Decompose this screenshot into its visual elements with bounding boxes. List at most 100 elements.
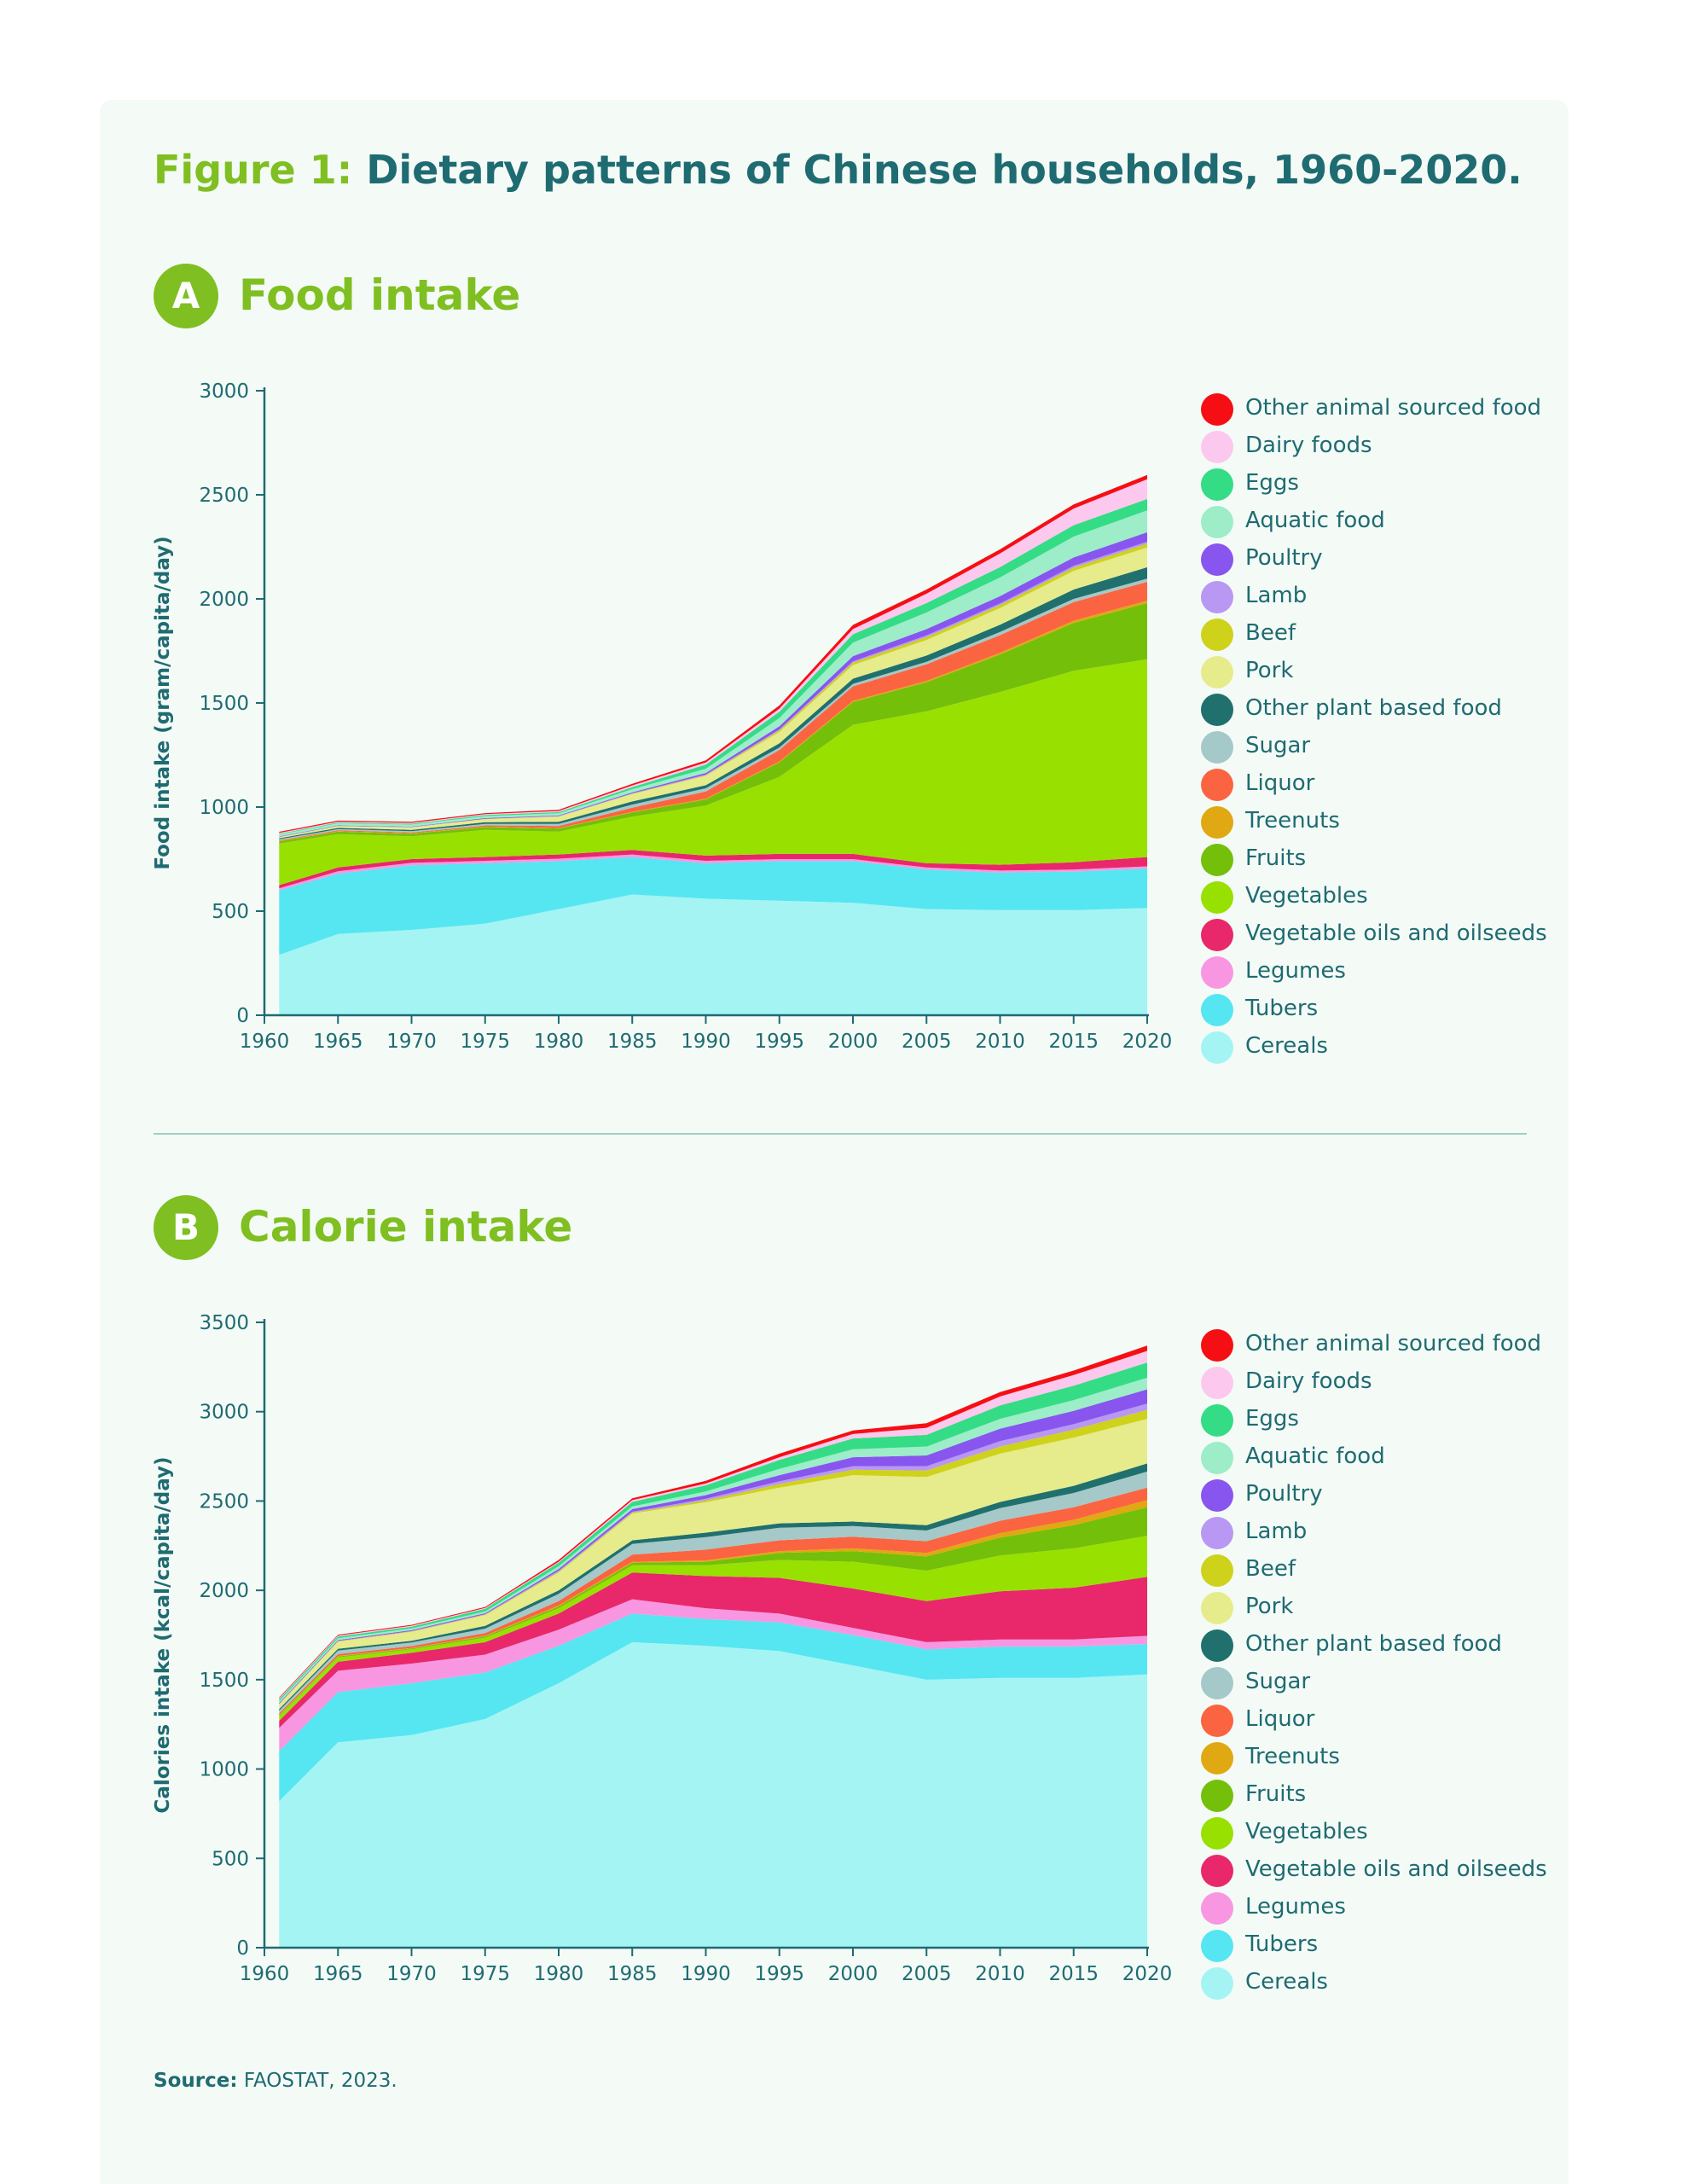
legend-swatch — [1201, 543, 1233, 576]
legend-swatch — [1201, 1442, 1233, 1474]
legend-label: Pork — [1245, 658, 1294, 683]
legend-label: Dairy foods — [1245, 433, 1372, 458]
food-x-tick-label: 1980 — [534, 1031, 584, 1053]
food-chart: 0 500 1000 1500 2000 2500 3000 1960 1965 1970 1975… — [152, 380, 1172, 1053]
food-x-tick-label: 1960 — [240, 1031, 290, 1053]
legend-swatch — [1201, 1554, 1233, 1587]
legend-swatch — [1201, 694, 1233, 726]
food-y-tick-label: 0 — [236, 1005, 249, 1027]
calorie-x-tick-label: 2005 — [902, 1963, 952, 1985]
calorie-area-eggs — [279, 1362, 1147, 1701]
calorie-area-cereals — [279, 1641, 1147, 1948]
legend-swatch — [1201, 1780, 1233, 1812]
calorie-area-liquor — [279, 1487, 1147, 1716]
legend-swatch — [1201, 619, 1233, 651]
legend-label: Legumes — [1245, 1894, 1346, 1920]
calorie-area-dairy-foods — [279, 1350, 1147, 1699]
legend-swatch — [1201, 393, 1233, 426]
figure-title-text: Dietary patterns of Chinese households, … — [366, 147, 1522, 193]
food-x-tick-label: 1970 — [386, 1031, 437, 1053]
food-x-tick-label: 2010 — [975, 1031, 1025, 1053]
legend-label: Aquatic food — [1245, 1443, 1385, 1469]
legend-label: Liquor — [1245, 1706, 1315, 1732]
legend-swatch — [1201, 656, 1233, 688]
figure-title: Figure 1: Dietary patterns of Chinese ho… — [154, 147, 1522, 193]
food-area-vegetable-oils-and-oilseeds — [279, 850, 1147, 889]
legend-swatch — [1201, 731, 1233, 764]
legend-label: Pork — [1245, 1594, 1294, 1619]
legend-swatch — [1201, 1629, 1233, 1662]
food-area-cereals — [279, 894, 1147, 1015]
food-area-tubers — [279, 857, 1147, 956]
legend-label: Lamb — [1245, 583, 1308, 608]
food-y-tick-label: 3000 — [199, 380, 249, 403]
legend-label: Vegetable oils and oilseeds — [1245, 921, 1547, 946]
calorie-x-tick-label: 2000 — [828, 1963, 879, 1985]
section-divider — [154, 1133, 1527, 1135]
food-area-vegetables — [279, 659, 1147, 886]
legend-swatch — [1201, 1742, 1233, 1774]
calorie-x-tick-label: 1985 — [607, 1963, 658, 1985]
legend-label: Other plant based food — [1245, 1631, 1502, 1657]
legend-label: Sugar — [1245, 733, 1311, 758]
figure-prefix: Figure 1: — [154, 147, 353, 193]
legend-swatch — [1201, 844, 1233, 876]
legend-swatch — [1201, 468, 1233, 501]
legend-swatch — [1201, 431, 1233, 463]
legend-label: Tubers — [1245, 996, 1319, 1021]
legend-label: Beef — [1245, 620, 1296, 646]
legend-swatch — [1201, 806, 1233, 839]
legend-swatch — [1201, 1404, 1233, 1437]
legend-label: Vegetable oils and oilseeds — [1245, 1856, 1547, 1882]
food-x-tick-label: 1985 — [607, 1031, 658, 1053]
food-y-tick-label: 500 — [212, 901, 249, 923]
legend-swatch — [1201, 956, 1233, 989]
legend-label: Vegetables — [1245, 883, 1368, 909]
legend-label: Fruits — [1245, 845, 1307, 871]
legend-label: Cereals — [1245, 1969, 1328, 1995]
legend-label: Vegetables — [1245, 1819, 1368, 1844]
legend-swatch — [1201, 1329, 1233, 1362]
food-x-tick-label: 1975 — [460, 1031, 510, 1053]
food-y-axis-label: Food intake (gram/capita/day) — [152, 536, 174, 869]
calorie-y-tick-label: 500 — [212, 1848, 249, 1870]
calorie-y-tick-label: 3000 — [199, 1402, 249, 1424]
section-a-badge: A — [154, 264, 218, 328]
calorie-y-tick-label: 2000 — [199, 1580, 249, 1602]
legend-label: Sugar — [1245, 1669, 1311, 1694]
legend-label: Beef — [1245, 1556, 1296, 1582]
source-text: FAOSTAT, 2023. — [243, 2070, 397, 2092]
food-x-tick-label: 2005 — [902, 1031, 952, 1053]
legend-swatch — [1201, 1479, 1233, 1512]
calorie-area-poultry — [279, 1389, 1147, 1705]
calorie-x-tick-label: 1975 — [460, 1963, 510, 1985]
calorie-area-other-plant-based-food — [279, 1463, 1147, 1711]
legend-swatch — [1201, 506, 1233, 538]
section-a-title: Food intake — [239, 270, 521, 320]
source-note: Source: FAOSTAT, 2023. — [154, 2070, 397, 2092]
food-y-tick-label: 2500 — [199, 485, 249, 507]
legend-label: Legumes — [1245, 958, 1346, 984]
legend-label: Poultry — [1245, 1481, 1323, 1507]
legend-label: Other animal sourced food — [1245, 1331, 1542, 1356]
legend-swatch — [1201, 1892, 1233, 1925]
food-x-tick-label: 2015 — [1048, 1031, 1099, 1053]
calorie-x-tick-label: 1965 — [313, 1963, 363, 1985]
food-area-pork — [279, 547, 1147, 839]
section-b-badge: B — [154, 1195, 218, 1260]
source-label: Source: — [154, 2070, 238, 2092]
calorie-y-tick-label: 3500 — [199, 1312, 249, 1334]
legend-swatch — [1201, 1367, 1233, 1399]
calorie-area-fruits — [279, 1507, 1147, 1716]
legend-label: Dairy foods — [1245, 1368, 1372, 1394]
legend-swatch — [1201, 1705, 1233, 1737]
calorie-y-tick-label: 1000 — [199, 1759, 249, 1781]
calorie-area-legumes — [279, 1599, 1147, 1751]
calorie-area-pork — [279, 1419, 1147, 1710]
legend-swatch — [1201, 919, 1233, 951]
food-y-tick-label: 2000 — [199, 589, 249, 611]
calorie-x-tick-label: 1980 — [534, 1963, 584, 1985]
food-x-tick-label: 2000 — [828, 1031, 879, 1053]
food-x-tick-label: 1995 — [754, 1031, 804, 1053]
